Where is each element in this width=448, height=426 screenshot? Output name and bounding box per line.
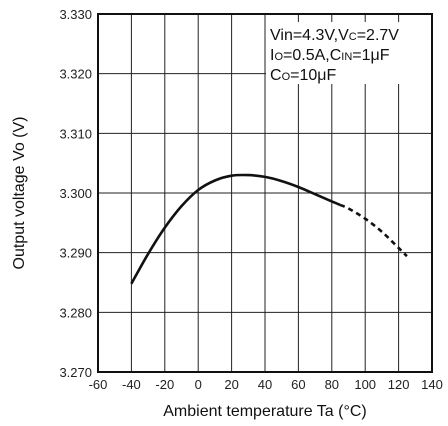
x-tick-labels: -60 -40 -20 0 20 40 60 80 100 120 140 — [89, 377, 443, 392]
y-tick-label: 3.280 — [59, 305, 92, 320]
annotation-line: CO=10μF — [270, 67, 336, 84]
x-tick-label: -60 — [89, 377, 108, 392]
y-tick-label: 3.320 — [59, 67, 92, 82]
x-tick-label: 40 — [258, 377, 272, 392]
x-tick-label: 100 — [354, 377, 376, 392]
x-tick-label: 120 — [388, 377, 410, 392]
x-tick-label: -20 — [155, 377, 174, 392]
x-tick-label: 20 — [224, 377, 238, 392]
y-tick-labels: 3.270 3.280 3.290 3.300 3.310 3.320 3.330 — [59, 7, 92, 380]
annotation-background — [266, 22, 431, 84]
curve-dashed — [339, 203, 408, 258]
y-tick-label: 3.300 — [59, 186, 92, 201]
curve-solid — [130, 173, 341, 285]
x-axis-label: Ambient temperature Ta (°C) — [163, 403, 367, 420]
x-tick-label: 0 — [195, 377, 202, 392]
curves — [130, 173, 408, 285]
plot-frame — [97, 13, 433, 373]
annotation-line: IO=0.5A,CIN=1μF — [270, 47, 390, 64]
x-tick-label: 60 — [291, 377, 305, 392]
y-tick-label: 3.270 — [59, 365, 92, 380]
y-tick-label: 3.330 — [59, 7, 92, 22]
annotations: Vin=4.3V,VC=2.7V IO=0.5A,CIN=1μF CO=10μF — [270, 27, 399, 84]
y-tick-label: 3.290 — [59, 246, 92, 261]
y-axis-label: Output voltage Vo (V) — [11, 117, 28, 270]
annotation-line: Vin=4.3V,VC=2.7V — [270, 27, 399, 44]
x-tick-label: -40 — [122, 377, 141, 392]
x-tick-label: 140 — [421, 377, 443, 392]
x-tick-label: 80 — [325, 377, 339, 392]
y-tick-label: 3.310 — [59, 126, 92, 141]
